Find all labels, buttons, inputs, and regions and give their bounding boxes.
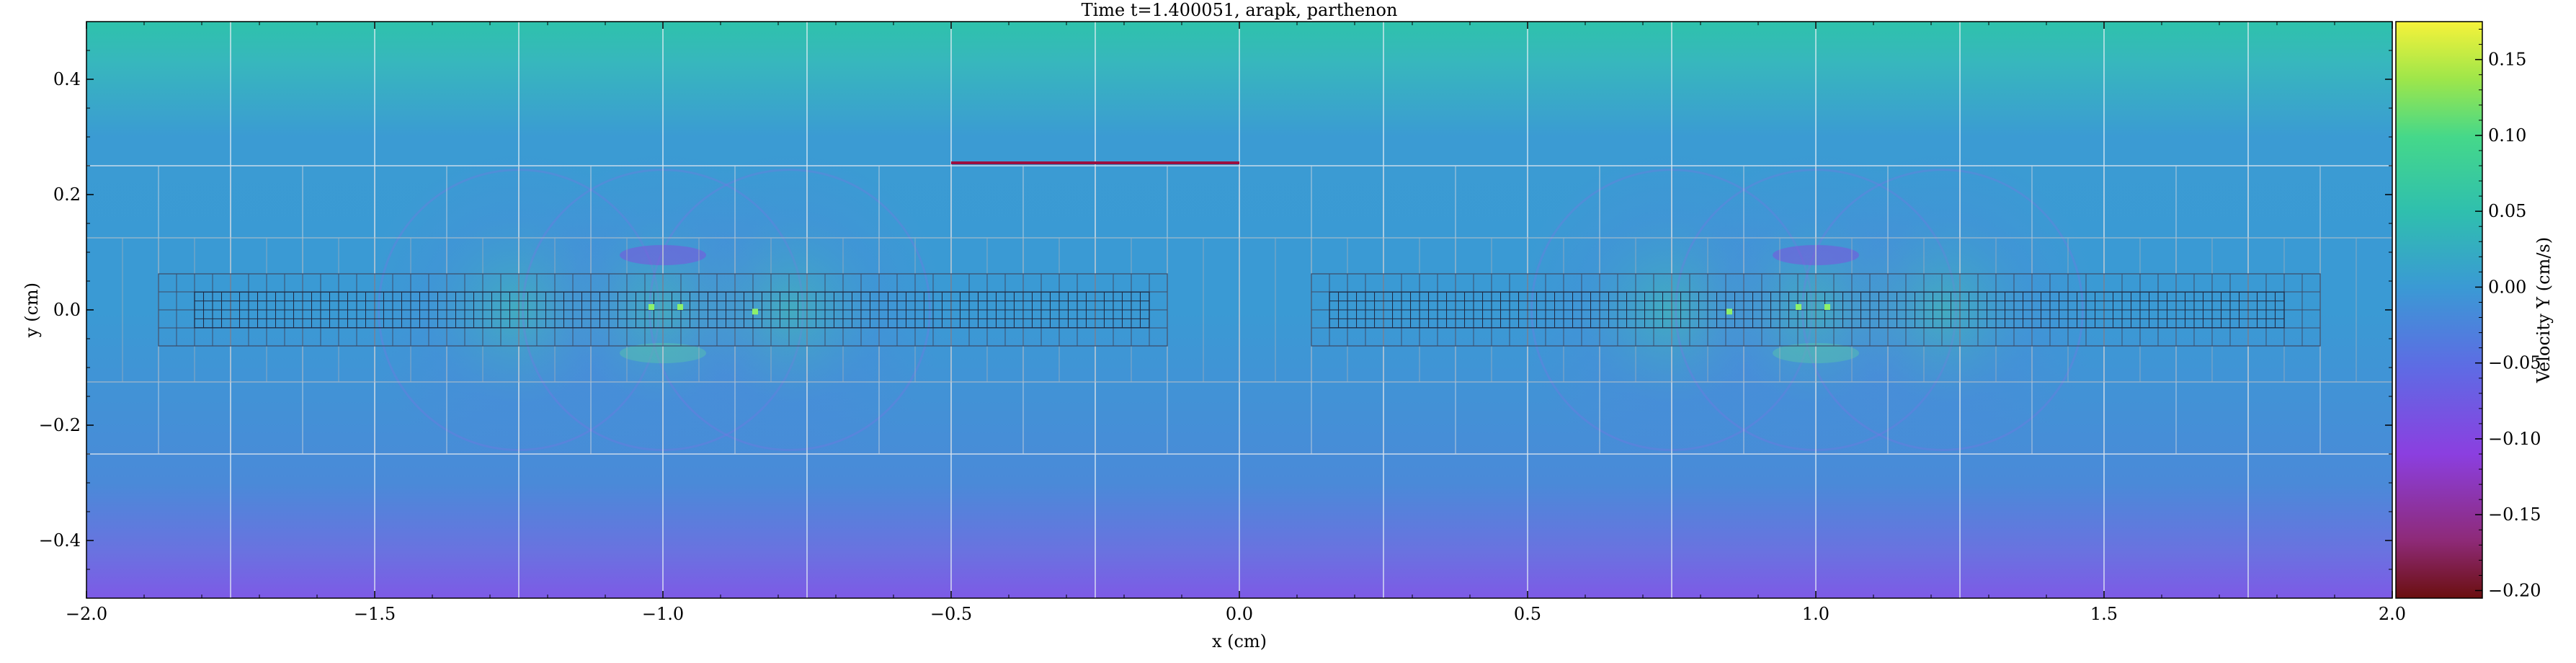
highlight-cell xyxy=(649,304,654,310)
y-tick-label: 0.2 xyxy=(53,184,81,205)
colorbar-gradient xyxy=(2396,22,2482,598)
x-tick-label: −0.5 xyxy=(930,604,972,624)
y-axis: −0.4 −0.2 0.0 0.2 0.4 xyxy=(39,21,2392,599)
highlight-cell xyxy=(1796,304,1801,310)
highlight-cell xyxy=(752,308,758,315)
x-tick-label: 2.0 xyxy=(2379,604,2406,624)
x-tick-label: 1.0 xyxy=(1802,604,1830,624)
x-axis-label: x (cm) xyxy=(1212,631,1267,651)
y-tick-label: −0.2 xyxy=(39,415,81,435)
colorbar-tick-label: 0.15 xyxy=(2488,50,2526,70)
x-tick-label: −1.5 xyxy=(354,604,396,624)
x-tick-label: 0.0 xyxy=(1226,604,1253,624)
y-tick-label: 0.0 xyxy=(53,300,81,320)
colorbar-frame xyxy=(2395,21,2483,599)
y-tick-label: −0.4 xyxy=(39,530,81,551)
colorbar-tick-label: −0.05 xyxy=(2488,353,2541,373)
colorbar-tick-label: 0.10 xyxy=(2488,125,2526,146)
x-tick-label: −2.0 xyxy=(66,604,107,624)
colorbar: −0.20 −0.15 −0.10 −0.05 0.00 0.05 0.10 0.15 xyxy=(2395,21,2541,600)
plot-content xyxy=(86,22,2392,598)
highlight-cell xyxy=(1726,308,1732,315)
plot-area xyxy=(86,21,2393,599)
x-tick-label: 1.5 xyxy=(2090,604,2118,624)
highlight-cell xyxy=(1824,304,1830,310)
colorbar-tick-label: −0.10 xyxy=(2488,429,2541,449)
colorbar-label: Velocity Y (cm/s) xyxy=(2533,237,2554,383)
colorbar-tick-label: −0.20 xyxy=(2488,580,2541,600)
highlight-cell xyxy=(677,304,683,310)
colorbar-tick-label: 0.05 xyxy=(2488,201,2526,221)
colorbar-tick-label: −0.15 xyxy=(2488,504,2541,525)
chart-title: Time t=1.400051, arapk, parthenon xyxy=(1082,0,1398,20)
y-tick-label: 0.4 xyxy=(53,69,81,89)
y-axis-label: y (cm) xyxy=(22,282,42,338)
x-tick-label: −1.0 xyxy=(642,604,684,624)
colorbar-tick-label: 0.00 xyxy=(2488,277,2526,297)
x-tick-label: 0.5 xyxy=(1514,604,1541,624)
x-axis: −2.0 −1.5 −1.0 −0.5 0.0 0.5 1.0 1.5 2.0 xyxy=(66,22,2406,624)
